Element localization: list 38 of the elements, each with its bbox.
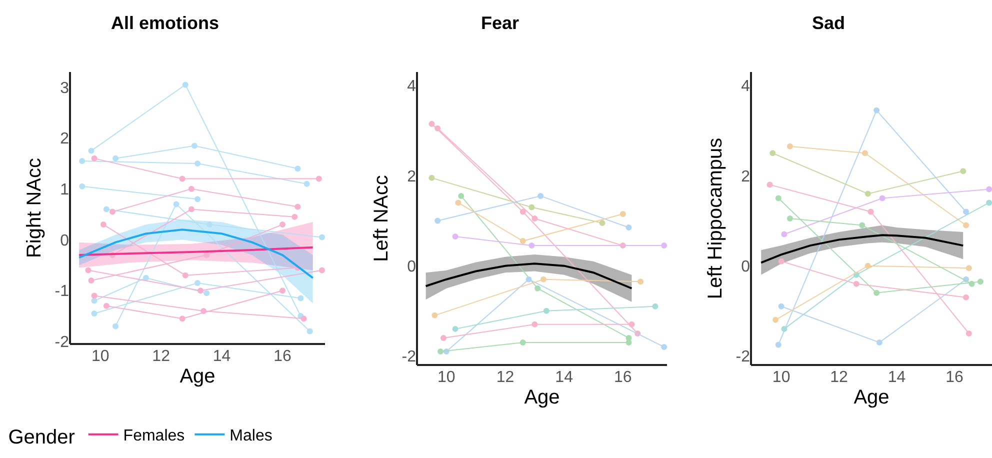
x-axis-title: Age xyxy=(524,386,560,408)
chart-title: Fear xyxy=(480,13,520,34)
x-tick-label: 16 xyxy=(946,369,964,386)
x-axis-title: Age xyxy=(180,366,216,388)
chart-title: Sad xyxy=(812,13,846,34)
x-tick-label: 14 xyxy=(212,348,231,365)
y-tick-label: -1 xyxy=(54,283,70,300)
x-tick-label: 12 xyxy=(830,369,848,386)
x-tick-label: 12 xyxy=(152,348,170,365)
y-tick-label: 4 xyxy=(407,78,416,96)
x-tick-label: 10 xyxy=(438,369,456,386)
y-tick-label: 2 xyxy=(741,168,750,186)
y-tick-label: 0 xyxy=(60,232,70,250)
y-tick-label: 0 xyxy=(407,258,416,276)
y-tick-label: -2 xyxy=(54,334,70,352)
y-axis-title: Left Hippocampus xyxy=(704,138,726,300)
y-tick-label: -2 xyxy=(402,348,416,366)
x-axis-title: Age xyxy=(854,386,890,408)
y-axis-title: Left NAcc xyxy=(370,175,392,262)
y-tick-label: 4 xyxy=(741,78,750,96)
x-tick-label: 16 xyxy=(274,348,292,365)
y-tick-label: 1 xyxy=(60,182,70,199)
x-tick-label: 10 xyxy=(772,369,790,386)
x-tick-label: 16 xyxy=(614,369,632,386)
x-tick-label: 14 xyxy=(555,369,574,386)
y-axis-title: Right NAcc xyxy=(23,158,46,258)
x-tick-label: 10 xyxy=(91,348,110,365)
x-tick-label: 14 xyxy=(888,369,906,386)
chart-title: All emotions xyxy=(110,13,220,34)
legend-label: Females xyxy=(123,428,185,445)
y-tick-label: 0 xyxy=(741,258,750,276)
y-tick-label: 2 xyxy=(407,168,416,186)
y-tick-label: 2 xyxy=(60,130,70,148)
legend-title: Gender xyxy=(8,426,76,448)
y-tick-label: -2 xyxy=(736,348,750,366)
legend-label: Males xyxy=(230,428,272,445)
y-tick-label: 3 xyxy=(60,80,70,97)
x-tick-label: 12 xyxy=(496,369,514,386)
